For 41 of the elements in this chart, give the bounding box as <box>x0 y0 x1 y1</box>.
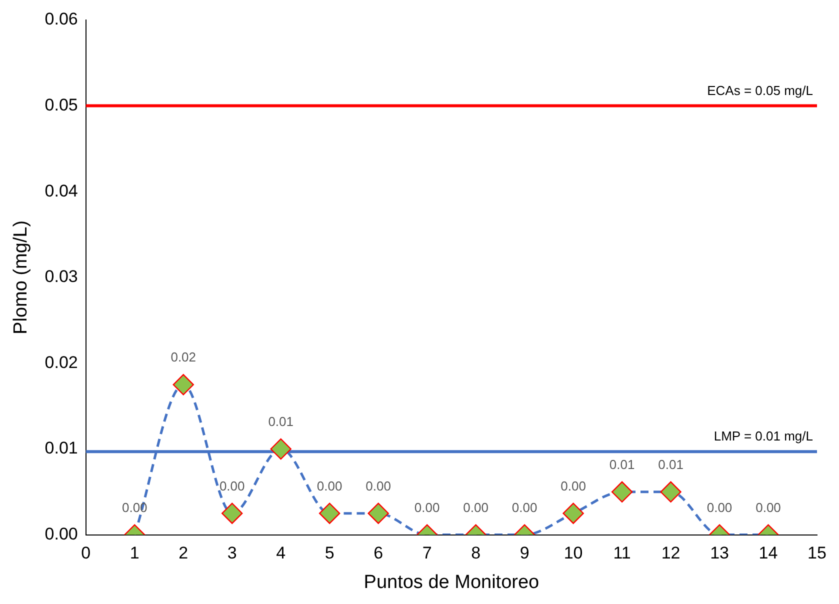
data-label: 0.00 <box>463 500 488 515</box>
x-tick-label: 0 <box>81 544 91 563</box>
data-label: 0.00 <box>366 478 391 494</box>
data-label: 0.00 <box>560 478 586 494</box>
y-axis-title: Plomo (mg/L) <box>10 220 32 334</box>
x-tick-label: 5 <box>324 544 334 563</box>
ref-line-label: ECAs = 0.05 mg/L <box>707 82 813 98</box>
y-tick-label: 0.06 <box>44 10 78 29</box>
data-label: 0.00 <box>706 500 732 515</box>
x-tick-label: 10 <box>564 544 583 563</box>
x-tick-label: 2 <box>178 544 188 563</box>
data-label: 0.00 <box>122 500 148 515</box>
x-tick-label: 6 <box>374 544 384 563</box>
y-tick-label: 0.05 <box>44 95 78 114</box>
y-tick-label: 0.02 <box>44 352 78 372</box>
x-tick-label: 1 <box>130 544 140 563</box>
x-tick-label: 13 <box>710 544 729 563</box>
data-label: 0.02 <box>170 350 196 365</box>
data-label: 0.00 <box>414 500 440 515</box>
ref-line-label: LMP = 0.01 mg/L <box>714 428 813 444</box>
x-tick-label: 15 <box>808 544 826 563</box>
data-label: 0.01 <box>268 414 294 430</box>
x-tick-label: 12 <box>661 544 680 563</box>
data-label: 0.01 <box>658 456 684 472</box>
y-tick-label: 0.04 <box>44 181 78 200</box>
data-label: 0.01 <box>609 456 635 472</box>
x-tick-label: 14 <box>758 544 778 563</box>
y-tick-label: 0.00 <box>44 524 78 544</box>
y-tick-label: 0.01 <box>44 438 78 458</box>
x-tick-label: 3 <box>227 544 237 563</box>
data-label: 0.00 <box>756 500 781 515</box>
x-tick-label: 9 <box>520 544 530 563</box>
x-tick-label: 7 <box>422 544 432 563</box>
data-label: 0.00 <box>316 478 342 494</box>
x-tick-label: 4 <box>276 544 286 563</box>
x-tick-label: 8 <box>471 544 481 563</box>
x-axis-title: Puntos de Monitoreo <box>364 572 540 593</box>
data-label: 0.00 <box>219 478 245 494</box>
data-label: 0.00 <box>512 500 538 515</box>
y-tick-label: 0.03 <box>44 267 78 286</box>
x-tick-label: 11 <box>613 544 631 563</box>
